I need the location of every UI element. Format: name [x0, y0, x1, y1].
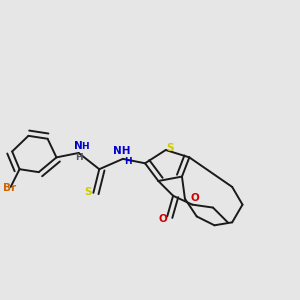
- Text: NH: NH: [113, 146, 130, 157]
- Text: H: H: [81, 142, 88, 151]
- Text: H: H: [124, 157, 132, 166]
- Text: O: O: [158, 214, 167, 224]
- Text: S: S: [167, 142, 174, 153]
- Text: Br: Br: [3, 183, 16, 194]
- Text: H: H: [75, 153, 83, 162]
- Text: N: N: [74, 142, 83, 152]
- Text: S: S: [84, 187, 92, 197]
- Text: O: O: [190, 193, 199, 203]
